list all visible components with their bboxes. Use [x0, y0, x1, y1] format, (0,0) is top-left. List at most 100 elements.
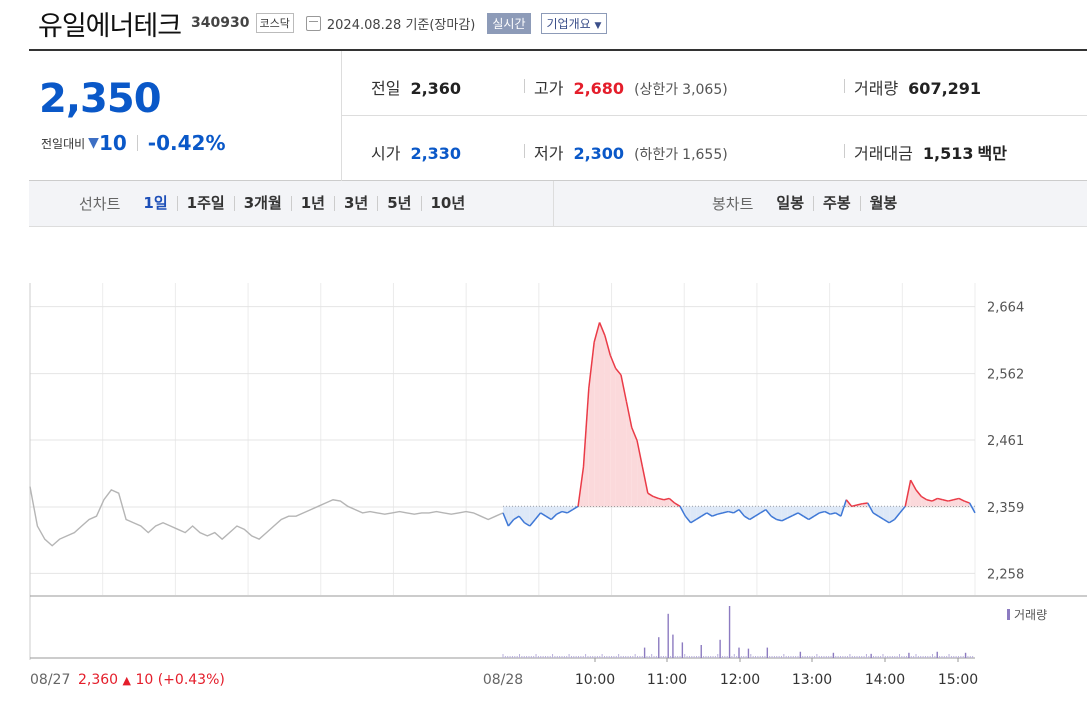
below-baseline-fill	[873, 506, 879, 517]
below-baseline-fill	[524, 506, 530, 527]
today-line-segment	[566, 508, 574, 514]
x-tick-label: 11:00	[647, 672, 687, 688]
today-line-segment	[604, 335, 611, 356]
period-tab-2[interactable]: 3개월	[233, 196, 291, 211]
upper-limit-label: (상한가	[634, 82, 679, 98]
below-baseline-fill	[706, 506, 713, 517]
above-baseline-fill	[615, 368, 621, 507]
below-baseline-fill	[701, 506, 707, 517]
up-triangle-icon: ▲	[123, 674, 132, 687]
period-tab-4[interactable]: 3년	[334, 196, 377, 211]
today-line-segment	[711, 513, 718, 517]
open-value: 2,330	[410, 144, 462, 163]
today-line-segment	[904, 479, 912, 507]
low-stat: 저가 2,300 (하한가 1,655)	[534, 140, 728, 164]
today-line-segment	[926, 499, 933, 502]
above-baseline-fill	[621, 374, 627, 507]
realtime-button[interactable]: 실시간	[487, 12, 531, 34]
divider	[524, 144, 525, 158]
today-line-segment	[572, 505, 579, 511]
period-tab-0[interactable]: 1일	[143, 194, 168, 212]
today-line-segment	[781, 517, 788, 522]
down-triangle-icon: ▼	[88, 135, 99, 151]
price-chart: 2,664 2,562 2,461 2,359 2,258 거래량 08/27 08/28 10…	[29, 283, 1087, 688]
candle-tab-2[interactable]: 월봉	[859, 196, 907, 211]
today-line-segment	[776, 518, 783, 522]
below-baseline-fill	[535, 506, 541, 520]
today-line-segment	[760, 508, 767, 514]
today-line-segment	[722, 510, 729, 514]
above-baseline-fill	[658, 498, 664, 507]
line-chart-periods: 선차트 1일 1주일 3개월 1년 3년 5년 10년	[29, 181, 554, 226]
y-tick-label: 2,664	[987, 301, 1024, 316]
below-baseline-fill	[835, 506, 841, 517]
today-line-segment	[733, 508, 740, 514]
today-line-segment	[888, 518, 895, 524]
today-line-segment	[749, 515, 756, 521]
period-tab-1[interactable]: 1주일	[176, 196, 234, 211]
today-line-segment	[840, 499, 847, 517]
today-line-segment	[786, 514, 793, 519]
high-label: 고가	[534, 79, 564, 98]
today-line-segment	[507, 518, 515, 527]
below-baseline-fill	[690, 506, 697, 523]
divider	[136, 135, 138, 151]
today-line-segment	[851, 504, 858, 508]
above-baseline-fill	[653, 496, 659, 507]
today-line-segment	[958, 497, 965, 502]
above-baseline-fill	[937, 498, 943, 507]
divider	[524, 79, 525, 93]
today-line-segment	[830, 512, 836, 515]
above-baseline-fill	[953, 498, 959, 507]
today-line-segment	[577, 466, 585, 507]
candle-list: 일봉 주봉 월봉	[767, 196, 906, 211]
today-line-segment	[909, 479, 917, 491]
today-line-segment	[915, 489, 922, 497]
below-baseline-fill	[830, 506, 836, 515]
today-line-segment	[845, 499, 853, 507]
today-line-segment	[550, 513, 558, 520]
below-baseline-fill	[712, 506, 718, 517]
volume-value: 607,291	[908, 79, 982, 98]
period-tab-3[interactable]: 1년	[290, 196, 334, 211]
today-line-segment	[684, 515, 692, 524]
today-line-segment	[652, 495, 659, 500]
today-line-segment	[765, 509, 772, 517]
today-line-segment	[953, 497, 960, 501]
today-line-segment	[899, 505, 906, 514]
today-line-segment	[856, 502, 863, 506]
today-line-segment	[808, 515, 815, 521]
period-tab-5[interactable]: 5년	[377, 196, 420, 211]
candle-tab-0[interactable]: 일봉	[776, 194, 805, 212]
calendar-icon	[305, 15, 321, 31]
as-of-date: 2024.08.28 기준(장마감)	[326, 17, 476, 33]
today-line-segment	[920, 495, 928, 501]
today-line-segment	[647, 492, 654, 498]
below-baseline-fill	[556, 506, 562, 515]
today-line-segment	[893, 512, 901, 520]
today-line-segment	[615, 367, 622, 376]
today-line-segment	[792, 512, 799, 517]
today-line-segment	[701, 512, 708, 517]
x-tick-label: 12:00	[720, 672, 760, 688]
period-tab-6[interactable]: 10년	[420, 196, 475, 211]
today-line-segment	[561, 510, 568, 514]
candle-tab-1[interactable]: 주봉	[813, 196, 860, 211]
today-line-segment	[867, 502, 874, 514]
prev-day-close: 2,360	[78, 672, 123, 688]
above-baseline-fill	[604, 335, 611, 507]
today-line-segment	[770, 515, 777, 521]
volume-legend-label: 거래량	[1014, 608, 1047, 622]
above-baseline-fill	[626, 401, 632, 507]
below-baseline-fill	[776, 506, 782, 521]
below-baseline-fill	[824, 506, 831, 515]
company-info-dropdown[interactable]: 기업개요 ▼	[540, 12, 608, 34]
upper-limit-value: 3,065)	[682, 82, 728, 98]
today-line-segment	[598, 322, 606, 336]
high-value: 2,680	[573, 79, 625, 98]
above-baseline-fill	[610, 355, 616, 507]
y-tick-label: 2,562	[987, 368, 1024, 383]
below-baseline-fill	[529, 506, 536, 527]
today-line-segment	[620, 374, 628, 402]
